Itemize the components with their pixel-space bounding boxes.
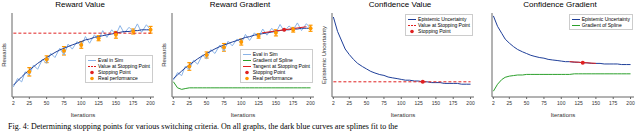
svg-text:25: 25 [347, 100, 353, 106]
svg-text:175: 175 [609, 100, 618, 106]
svg-text:100: 100 [557, 100, 566, 106]
html-text:Value at Stopping Point: Value at Stopping Point [98, 63, 150, 69]
html-text:Real performance: Real performance [98, 75, 138, 81]
svg-text:150: 150 [112, 100, 121, 106]
html-text:Real performance: Real performance [252, 75, 293, 81]
svg-text:150: 150 [432, 100, 441, 106]
svg-text:25: 25 [187, 100, 193, 106]
svg-text:50: 50 [204, 100, 210, 106]
svg-text:200: 200 [466, 100, 475, 106]
html-text:Stopping Point: Stopping Point [252, 69, 286, 75]
svg-text:100: 100 [397, 100, 406, 106]
svg-text:125: 125 [254, 100, 263, 106]
html-text:Epistemic Uncertainty: Epistemic Uncertainty [581, 16, 630, 22]
svg-text:125: 125 [574, 100, 583, 106]
html-text:Eval in Sim: Eval in Sim [252, 51, 278, 57]
svg-text:25: 25 [27, 100, 33, 106]
svg-text:100: 100 [237, 100, 246, 106]
svg-text:100: 100 [77, 100, 86, 106]
html-text:Eval in Sim: Eval in Sim [98, 57, 124, 63]
svg-text:200: 200 [306, 100, 315, 106]
html-text:Epistemic Uncertainty: Epistemic Uncertainty [418, 16, 467, 22]
svg-text:175: 175 [129, 100, 138, 106]
html-text:Value at Stopping Point: Value at Stopping Point [418, 22, 470, 28]
html-text:Tangent at Stopping Point: Tangent at Stopping Point [252, 63, 310, 69]
svg-text:Iterations: Iterations [391, 112, 416, 117]
svg-text:75: 75 [221, 100, 227, 106]
svg-text:175: 175 [289, 100, 298, 106]
svg-text:Iterations: Iterations [71, 112, 96, 117]
svg-text:50: 50 [44, 100, 50, 106]
html-text:Reward Gradient: Reward Gradient [209, 0, 271, 9]
svg-text:Rewards: Rewards [161, 43, 167, 67]
svg-text:Iterations: Iterations [231, 112, 256, 117]
svg-text:150: 150 [272, 100, 281, 106]
svg-text:175: 175 [449, 100, 458, 106]
svg-text:2: 2 [12, 100, 15, 106]
html-text:Gradient of Spline: Gradient of Spline [581, 22, 622, 28]
html-text:Confidence Value: Confidence Value [368, 0, 432, 9]
svg-text:50: 50 [524, 100, 530, 106]
svg-text:200: 200 [146, 100, 155, 106]
svg-text:Iterations: Iterations [551, 112, 576, 117]
svg-text:125: 125 [94, 100, 103, 106]
svg-text:50: 50 [364, 100, 370, 106]
svg-text:200: 200 [626, 100, 632, 106]
html-text:Stopping Point: Stopping Point [418, 28, 451, 34]
svg-text:150: 150 [592, 100, 601, 106]
svg-text:2: 2 [332, 100, 335, 106]
html-text:Confidence Gradient: Confidence Gradient [523, 0, 597, 9]
html-text:Fig. 4: Determining stopping p: Fig. 4: Determining stopping points for … [8, 122, 398, 131]
svg-text:75: 75 [381, 100, 387, 106]
svg-text:Epistemic Uncertainty: Epistemic Uncertainty [321, 26, 327, 84]
html-text:Stopping Point: Stopping Point [98, 69, 131, 75]
svg-text:75: 75 [61, 100, 67, 106]
html-text:Gradient of Spline: Gradient of Spline [252, 57, 293, 63]
svg-text:75: 75 [541, 100, 547, 106]
svg-text:25: 25 [507, 100, 513, 106]
html-text:Reward Value: Reward Value [55, 0, 105, 9]
svg-text:2: 2 [492, 100, 495, 106]
svg-text:2: 2 [172, 100, 175, 106]
svg-text:125: 125 [414, 100, 423, 106]
